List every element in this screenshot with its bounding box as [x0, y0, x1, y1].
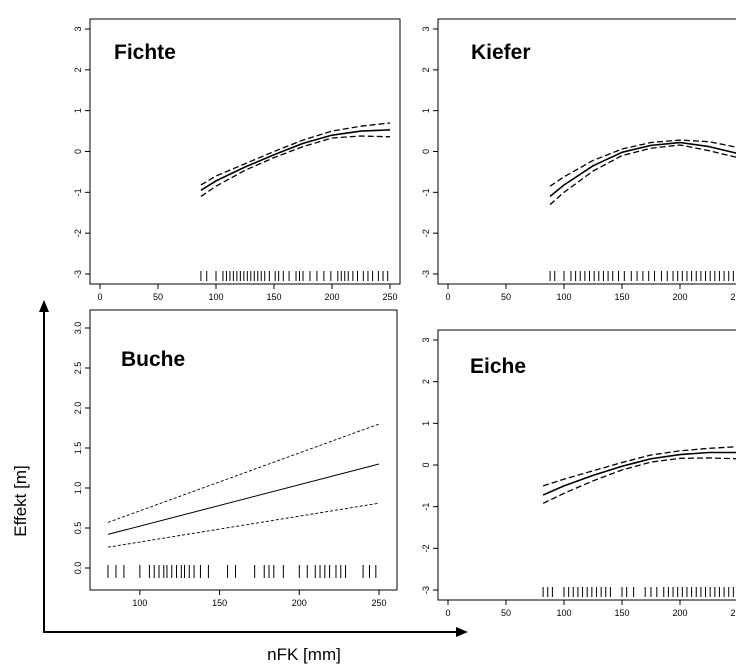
x-tick-label: 150 — [212, 598, 227, 608]
y-tick-label: 0.0 — [73, 562, 83, 575]
panel-eiche: Eiche 0 50 100 150 200 250 -3 -2 -1 0 1 2 3 — [421, 329, 736, 618]
y-tick-label: -2 — [421, 229, 431, 237]
y-tick-label: 0 — [421, 149, 431, 154]
y-tick-label: 2 — [421, 67, 431, 72]
y-tick-label: 3 — [421, 26, 431, 31]
panel-title-buche: Buche — [121, 348, 185, 371]
x-tick-label: 0 — [445, 608, 450, 618]
y-tick-label: 3.0 — [73, 322, 83, 335]
y-tick-label: -3 — [421, 270, 431, 278]
panel-title-kiefer: Kiefer — [471, 41, 531, 64]
x-tick-label: 200 — [672, 292, 687, 302]
y-tick-label: -2 — [421, 544, 431, 552]
panel-kiefer: Kiefer 0 50 100 150 200 250 -3 -2 -1 0 1 2 3 — [421, 18, 736, 302]
y-tick-label: 1 — [421, 421, 431, 426]
x-tick-label: 200 — [324, 292, 339, 302]
y-tick-label: -3 — [421, 586, 431, 594]
effect-curve — [542, 451, 736, 496]
confidence-band-line — [549, 139, 736, 187]
x-tick-label: 250 — [730, 292, 736, 302]
confidence-band-line — [200, 135, 391, 197]
x-tick-label: 150 — [614, 292, 629, 302]
y-tick-label: 1.5 — [73, 442, 83, 455]
y-tick-label: -2 — [73, 229, 83, 237]
x-tick-label: 100 — [556, 292, 571, 302]
x-tick-label: 250 — [730, 608, 736, 618]
y-arrow-head — [39, 300, 49, 312]
x-tick-label: 50 — [501, 608, 511, 618]
y-tick-label: 2 — [421, 379, 431, 384]
panel-title-fichte: Fichte — [114, 41, 176, 64]
x-tick-label: 100 — [132, 598, 147, 608]
x-tick-label: 200 — [672, 608, 687, 618]
y-tick-label: 1 — [73, 108, 83, 113]
x-tick-label: 0 — [445, 292, 450, 302]
confidence-band-line — [107, 502, 380, 548]
x-tick-label: 0 — [97, 292, 102, 302]
panel-buche: Buche 100 150 200 250 0.0 0.5 1.0 1.5 2.0 2.5 3.0 — [73, 309, 398, 608]
x-axis-label: nFK [mm] — [267, 645, 341, 664]
y-tick-label: 2.0 — [73, 402, 83, 415]
x-tick-label: 50 — [153, 292, 163, 302]
panel-fichte: Fichte 0 50 100 150 200 250 -3 -2 -1 0 1 2 3 — [73, 18, 401, 302]
y-axis-label: Effekt [m] — [11, 465, 30, 537]
confidence-band-line — [542, 457, 736, 504]
y-tick-label: -1 — [73, 188, 83, 196]
outer-axes: nFK [mm] Effekt [m] — [11, 300, 468, 664]
effect-curve — [200, 129, 391, 191]
panel-title-eiche: Eiche — [470, 355, 526, 378]
confidence-band-line — [107, 423, 380, 523]
effect-curve — [549, 141, 736, 198]
y-tick-label: -1 — [421, 188, 431, 196]
x-tick-label: 200 — [292, 598, 307, 608]
y-tick-label: 2 — [73, 67, 83, 72]
y-tick-label: 1.0 — [73, 482, 83, 495]
x-tick-label: 100 — [208, 292, 223, 302]
effect-curve — [107, 463, 380, 535]
y-tick-label: 0 — [73, 149, 83, 154]
confidence-band-line — [200, 122, 391, 186]
x-tick-label: 250 — [372, 598, 387, 608]
y-tick-label: 3 — [73, 26, 83, 31]
y-tick-label: 3 — [421, 337, 431, 342]
y-tick-label: 0 — [421, 462, 431, 467]
y-tick-label: 2.5 — [73, 362, 83, 375]
x-arrow-head — [456, 627, 468, 637]
y-tick-label: 0.5 — [73, 522, 83, 535]
y-tick-label: -1 — [421, 503, 431, 511]
x-tick-label: 50 — [501, 292, 511, 302]
plot-frame — [89, 309, 398, 591]
y-tick-label: 1 — [421, 108, 431, 113]
x-tick-label: 150 — [614, 608, 629, 618]
confidence-band-line — [542, 446, 736, 487]
x-tick-label: 150 — [266, 292, 281, 302]
confidence-band-line — [549, 144, 736, 206]
x-tick-label: 250 — [382, 292, 397, 302]
y-tick-label: -3 — [73, 270, 83, 278]
x-tick-label: 100 — [556, 608, 571, 618]
